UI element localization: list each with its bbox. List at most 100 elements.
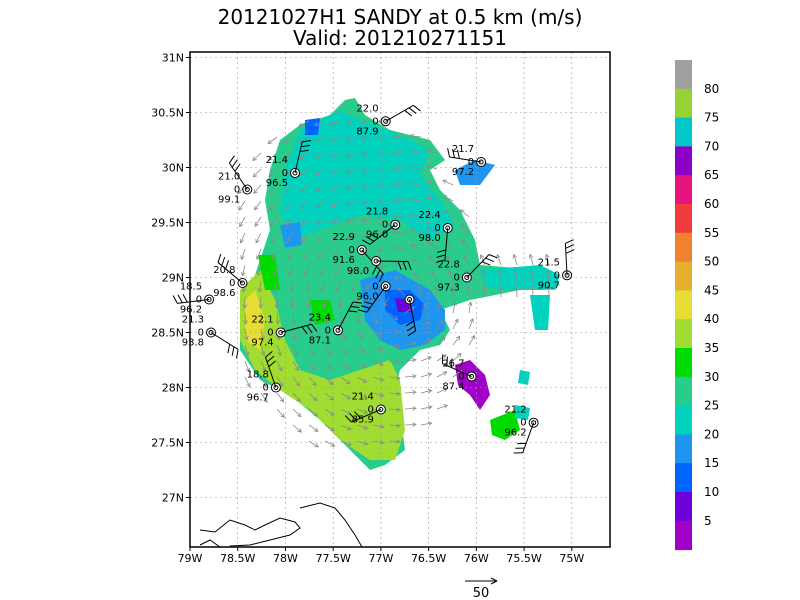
arrow-head-icon	[439, 319, 444, 324]
arrow-head-icon	[433, 285, 439, 290]
arrow-head-icon	[316, 220, 321, 225]
wind-barb	[466, 254, 490, 278]
arrow-head-icon	[279, 382, 284, 388]
arrow-head-icon	[409, 197, 415, 202]
arrow-head-icon	[239, 239, 244, 244]
wind-vector	[418, 286, 422, 298]
wind-vector	[244, 312, 247, 325]
station-plot: 21.7 097.2	[447, 144, 487, 178]
wind-vector	[324, 328, 330, 340]
arrow-head-icon	[245, 367, 250, 373]
station-observations: 22.0087.921.4096.521.0099.121.7097.221.8…	[172, 103, 575, 454]
barb-flag	[266, 355, 275, 363]
arrow-head-icon	[441, 337, 446, 342]
wind-barb	[366, 286, 387, 313]
arrow-head-icon	[363, 440, 369, 446]
arrow-head-icon	[426, 211, 432, 216]
colorbar-swatch	[675, 146, 692, 176]
station-plot: 21.0 099.1	[218, 155, 253, 206]
arrow-head-icon	[393, 150, 398, 155]
arrow-head-icon	[378, 346, 384, 351]
arrow-head-icon	[273, 287, 278, 293]
arrow-head-icon	[328, 365, 333, 371]
wind-vector	[315, 184, 326, 192]
station-temperature: 22.8	[438, 260, 460, 271]
arrow-head-icon	[330, 411, 335, 416]
wind-vector	[410, 213, 422, 218]
barb-flag	[406, 325, 415, 332]
arrow-head-icon	[269, 205, 274, 211]
arrow-head-icon	[361, 168, 367, 173]
wind-vector	[498, 270, 502, 282]
arrow-head-icon	[259, 320, 264, 325]
wind-vector	[290, 280, 294, 292]
lat-label: 29N	[162, 272, 184, 285]
wind-vector	[356, 328, 364, 339]
wind-vector	[314, 152, 326, 159]
arrow-head-icon	[318, 253, 323, 259]
arrow-head-icon	[442, 371, 448, 376]
wind-vector	[255, 232, 262, 244]
wind-vector	[300, 184, 310, 192]
wind-vector	[420, 356, 432, 362]
wind-vector	[388, 360, 400, 364]
arrow-head-icon	[393, 245, 398, 251]
arrow-head-icon	[379, 361, 384, 367]
station-humidity: 91.6	[333, 255, 355, 266]
lat-label: 30N	[162, 162, 184, 175]
colorbar-swatch	[675, 319, 692, 349]
station-humidity: 98.0	[418, 233, 440, 244]
barb-flag	[408, 107, 417, 114]
wind-vector	[529, 254, 534, 266]
wind-vector	[324, 376, 334, 385]
arrow-head-icon	[280, 413, 285, 418]
station-pressure: 0	[282, 168, 288, 179]
arrow-head-icon	[436, 301, 442, 307]
arrow-head-icon	[356, 319, 362, 325]
wind-vector	[452, 318, 459, 330]
arrow-head-icon	[292, 335, 298, 341]
wind-vector	[268, 168, 278, 177]
color-scale: 80 75 70 65 60 55 50 45 40 35 30 25 20 15 10 5	[675, 60, 719, 551]
station-pressure: 0	[196, 295, 202, 306]
wind-vector	[547, 270, 550, 282]
wind-vector	[362, 168, 374, 172]
wind-vector	[410, 166, 422, 170]
station-humidity: 98.0	[347, 266, 369, 277]
arrow-head-icon	[278, 366, 283, 372]
wind-vector	[303, 248, 310, 259]
arrow-head-icon	[329, 396, 335, 401]
arrow-head-icon	[345, 152, 351, 158]
arrow-head-icon	[244, 351, 250, 357]
barb-flag	[234, 163, 241, 172]
arrow-head-icon	[393, 316, 399, 321]
station-pressure: 0	[325, 325, 331, 336]
arrow-head-icon	[284, 204, 290, 210]
wind-vector	[393, 168, 406, 170]
wind-vector	[292, 424, 302, 433]
colorbar-label: 5	[704, 514, 712, 528]
map-frame	[189, 51, 611, 548]
arrow-head-icon	[305, 287, 310, 293]
arrow-head-icon	[329, 137, 335, 142]
wind-vector	[340, 376, 350, 384]
wind-vector	[314, 136, 326, 142]
wind-vector	[286, 232, 294, 243]
barb-flag	[413, 104, 421, 112]
station-center-icon	[208, 330, 214, 335]
station-plot: 21.5 090.7	[538, 239, 575, 291]
wind-vector	[545, 254, 550, 266]
wind-vector	[292, 296, 294, 309]
wind-vector	[330, 120, 342, 125]
barb-flag	[172, 295, 178, 304]
wind-vector	[348, 248, 358, 257]
wind-vector	[436, 354, 447, 362]
arrow-head-icon	[365, 285, 370, 291]
wind-vector	[480, 254, 486, 266]
arrow-head-icon	[431, 270, 436, 276]
barb-flag	[402, 261, 407, 271]
wind-vector	[330, 136, 342, 141]
wind-vector	[362, 136, 374, 140]
wind-vector	[346, 152, 358, 157]
station-pressure: 0	[372, 281, 378, 292]
